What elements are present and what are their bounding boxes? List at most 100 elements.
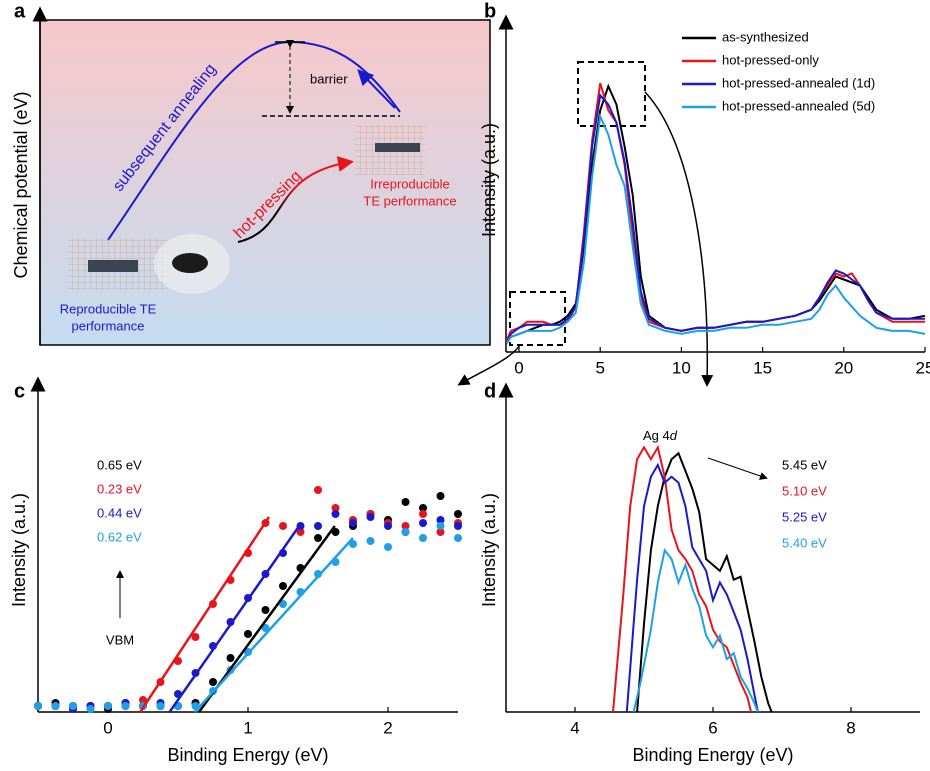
arrow-head	[357, 69, 396, 109]
data-point	[401, 522, 410, 530]
x-tick-label: 5	[595, 358, 604, 377]
annotation: barrier	[310, 71, 348, 86]
legend-label: hot-pressed-annealed (5d)	[722, 98, 875, 113]
legend-label: 0.23 eV	[97, 481, 142, 496]
data-point	[436, 522, 445, 530]
legend-label: 5.45 eV	[782, 457, 827, 472]
zoom-box	[577, 61, 646, 127]
data-point	[436, 528, 445, 536]
panel-label: b	[484, 0, 496, 22]
legend-label: 5.40 eV	[782, 535, 827, 550]
data-point	[314, 534, 322, 542]
y-axis-label: Intensity (a.u.)	[479, 493, 499, 607]
data-point	[331, 528, 340, 536]
zoom-box	[509, 291, 566, 346]
powder	[172, 253, 208, 273]
data-point	[51, 702, 60, 710]
data-point	[156, 702, 165, 710]
x-tick-label: 10	[672, 358, 691, 377]
annotation: VBM	[106, 632, 134, 647]
x-tick-label: 0	[103, 718, 112, 737]
y-axis-label: Intensity (a.u.)	[479, 123, 499, 237]
x-axis-label: Binding Energy (eV)	[632, 745, 793, 765]
data-point	[331, 504, 340, 512]
pellet	[375, 143, 420, 152]
data-point	[86, 705, 95, 713]
panel-label: d	[484, 380, 496, 402]
series-line	[505, 112, 926, 344]
fit-line	[139, 516, 271, 713]
data-point	[454, 534, 462, 542]
data-point	[104, 702, 112, 710]
data-point	[121, 702, 130, 710]
pellet	[88, 260, 138, 272]
x-tick-label: 2	[383, 718, 392, 737]
data-point	[419, 510, 427, 518]
x-tick-label: 1	[243, 718, 252, 737]
series-line	[625, 462, 759, 713]
legend-label: 5.10 eV	[782, 483, 827, 498]
data-point	[349, 519, 357, 527]
annotation: performance	[72, 318, 145, 333]
data-point	[384, 522, 392, 530]
data-point	[296, 528, 305, 536]
legend-label: 0.65 eV	[97, 457, 142, 472]
data-point	[366, 513, 375, 521]
series-line	[632, 548, 759, 713]
fit-line	[168, 522, 303, 713]
x-tick-label: 25	[916, 358, 930, 377]
series-line	[612, 444, 752, 713]
legend-label: 0.62 eV	[97, 529, 142, 544]
x-tick-label: 6	[708, 718, 717, 737]
legend-label: hot-pressed-only	[722, 52, 819, 67]
x-tick-label: 20	[834, 358, 853, 377]
data-point	[401, 528, 410, 536]
data-point	[436, 492, 445, 500]
data-point	[279, 600, 287, 608]
annotation-part: d	[670, 428, 678, 443]
data-point	[314, 486, 322, 494]
annotation: Reproducible TE	[60, 301, 157, 316]
annotation: TE performance	[363, 193, 456, 208]
data-point	[279, 582, 287, 590]
data-point	[366, 537, 375, 545]
data-point	[331, 510, 340, 518]
panel-a: a Chemical potential (eV) subsequent ann…	[11, 0, 491, 346]
data-point	[34, 702, 42, 710]
zoom-arrow	[644, 91, 714, 387]
x-tick-label: 8	[846, 718, 855, 737]
x-tick-label: 4	[570, 718, 579, 737]
data-point	[454, 510, 462, 518]
fit-line	[193, 537, 354, 713]
data-point	[436, 516, 445, 524]
annotation: Irreproducible	[370, 176, 450, 191]
data-point	[419, 504, 427, 512]
data-point	[139, 696, 147, 704]
data-point	[419, 519, 427, 527]
legend-label: 0.44 eV	[97, 505, 142, 520]
data-point	[384, 543, 392, 551]
data-point	[279, 522, 287, 530]
series-line	[505, 83, 926, 344]
shift-arrow	[707, 457, 768, 480]
legend-label: 5.25 eV	[782, 509, 827, 524]
data-point	[261, 606, 270, 614]
series-line	[636, 451, 773, 713]
data-point	[191, 633, 200, 641]
data-point	[261, 624, 270, 632]
legend-label: hot-pressed-annealed (1d)	[722, 75, 875, 90]
data-point	[226, 654, 235, 662]
series-line	[505, 93, 925, 344]
x-tick-label: 15	[753, 358, 772, 377]
panel-label: c	[14, 380, 25, 402]
data-point	[401, 498, 410, 506]
axis-label: Chemical potential (eV)	[11, 91, 31, 278]
annotation-part: Ag 4	[643, 428, 670, 443]
x-axis-label: Binding Energy (eV)	[167, 745, 328, 765]
data-point	[454, 522, 462, 530]
x-tick-label: 0	[514, 358, 523, 377]
data-point	[419, 534, 427, 542]
panel-label: a	[14, 0, 26, 22]
annotation: Ag 4d	[643, 428, 678, 443]
